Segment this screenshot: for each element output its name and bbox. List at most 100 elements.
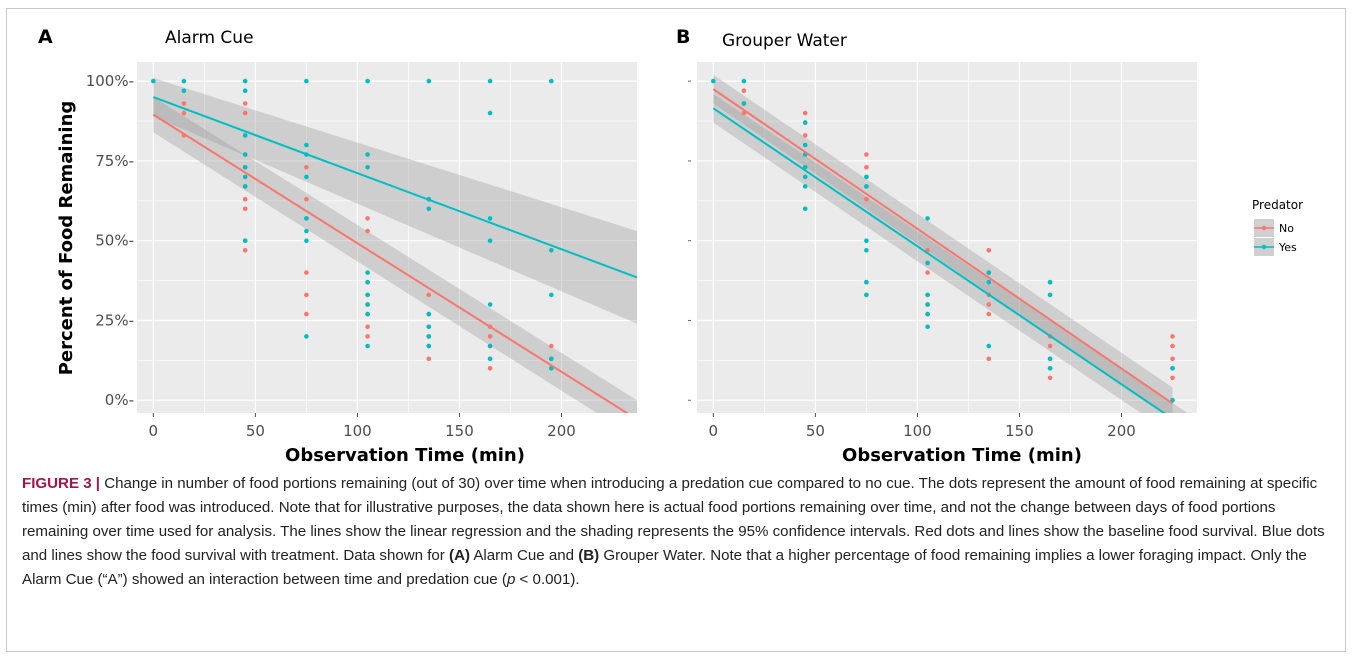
panel-b-point-no — [1170, 356, 1175, 362]
caption-text-3: Grouper Water. Note that a higher percen… — [22, 547, 1307, 588]
panel-a-point-yes — [242, 78, 248, 84]
panel-b-point-yes — [711, 78, 716, 84]
panel-a-point-no — [242, 196, 248, 202]
legend-dot-no — [1261, 225, 1267, 231]
figure-chart: A Alarm Cue 0%- 25%- 50%- 75%- 100%- 0 50 100 1… — [38, 26, 1303, 466]
panel-b-x-tick-label: 0 — [709, 422, 719, 440]
panel-a-point-yes — [242, 152, 248, 157]
panel-b-point-yes — [1047, 279, 1053, 285]
legend-label-no: No — [1279, 222, 1294, 235]
panel-a-regression-line-yes — [152, 96, 637, 279]
panel-a-point-yes — [242, 133, 248, 138]
panel-a-point-no — [365, 324, 370, 330]
panel-a-regression-lines — [152, 96, 637, 413]
panel-a-point-yes — [242, 184, 248, 189]
panel-a-point-no — [242, 206, 248, 212]
panel-a-gridlines — [137, 62, 637, 413]
panel-b-point-yes — [864, 184, 869, 189]
panel-a-point-no — [304, 311, 309, 317]
panel-a-point-no — [426, 292, 432, 298]
panel-b-point-yes — [1170, 397, 1175, 403]
y-axis-label: Percent of Food Remaining — [56, 101, 77, 376]
caption-text-2: Alarm Cue and — [470, 547, 579, 564]
panel-b-point-yes — [864, 292, 869, 298]
panel-b-confidence-bands — [713, 74, 1188, 413]
panel-a-point-no — [304, 165, 309, 170]
panel-b-point-yes — [802, 184, 808, 189]
caption-panel-b-ref: (B) — [578, 547, 600, 564]
panel-a-x-tick-label: 50 — [246, 422, 265, 440]
panel-b-point-yes — [741, 78, 747, 84]
panel-a-point-no — [181, 110, 187, 116]
panel-a-point-yes — [426, 78, 432, 84]
panel-a-point-yes — [304, 238, 309, 243]
panel-b-point-yes — [925, 260, 930, 266]
panel-a-ci-band-yes — [153, 78, 637, 324]
caption-panel-a-ref: (A) — [449, 547, 470, 564]
panel-a-point-yes — [487, 216, 493, 221]
panel-b-point-yes — [925, 302, 930, 307]
panel-b-point-no — [864, 165, 869, 170]
panel-b-title: Grouper Water — [722, 31, 847, 51]
panel-b-point-yes — [864, 248, 869, 253]
panel-a-x-tick-label: 100 — [343, 422, 372, 440]
panel-b-regression-line-yes — [712, 107, 1166, 413]
panel-a-point-no — [365, 334, 370, 339]
panel-a-point-no — [304, 270, 309, 275]
panel-b-letter: B — [676, 26, 690, 48]
panel-a-point-yes — [365, 311, 370, 317]
panel-a-point-yes — [426, 334, 432, 339]
panel-a-point-yes — [365, 152, 370, 157]
panel-a-point-yes — [549, 248, 554, 253]
panel-a-point-yes — [151, 78, 156, 84]
panel-a-point-no — [304, 196, 309, 202]
panel-a-point-yes — [181, 78, 187, 84]
panel-a-point-yes — [304, 334, 309, 339]
panel-b-point-no — [802, 133, 808, 138]
panel-a-point-yes — [304, 142, 309, 148]
panel-a-point-yes — [365, 78, 370, 84]
panel-a-point-no — [487, 366, 493, 371]
panel-b-point-no — [1047, 375, 1053, 381]
panel-a-x-tick-label: 0 — [149, 422, 159, 440]
panel-a-point-yes — [242, 165, 248, 170]
panel-a-point-yes — [426, 311, 432, 317]
panel-a-point-yes — [304, 216, 309, 221]
panel-b-point-yes — [925, 216, 930, 221]
panel-b-point-no — [986, 302, 992, 307]
panel-a-point-yes — [181, 88, 187, 93]
panel-b-point-yes — [925, 324, 930, 330]
panel-b-point-no — [986, 248, 992, 253]
panel-a-point-no — [426, 356, 432, 362]
panel-a-point-yes — [365, 279, 370, 285]
panel-a-point-yes — [487, 343, 493, 349]
panel-a-point-yes — [549, 356, 554, 362]
caption-p-variable: p — [506, 571, 516, 588]
panel-b-point-yes — [802, 142, 808, 148]
panel-a-point-yes — [242, 88, 248, 93]
panel-a-y-tick-label: 100%- — [86, 72, 134, 90]
panel-a-x-tick-label: 150 — [445, 422, 474, 440]
panel-a-point-yes — [426, 343, 432, 349]
panel-a-point-no — [365, 216, 370, 221]
panel-b-point-no — [864, 152, 869, 157]
panel-a-point-no — [242, 248, 248, 253]
panel-b-point-yes — [986, 279, 992, 285]
panel-a-regression-line-no — [152, 113, 629, 413]
panel-b-point-yes — [802, 120, 808, 125]
panel-b-x-tick-label: 200 — [1107, 422, 1136, 440]
panel-a-point-yes — [549, 78, 554, 84]
panel-a-point-yes — [365, 270, 370, 275]
panel-b-x-tick-label: 100 — [903, 422, 932, 440]
panel-a-background — [137, 62, 637, 413]
panel-b-regression-line-no — [712, 88, 1174, 405]
panel-a-point-no — [242, 101, 248, 106]
panel-b-point-no — [1170, 334, 1175, 339]
panel-a-point-yes — [487, 238, 493, 243]
panel-b-point-no — [986, 356, 992, 362]
panel-b-point-no — [802, 110, 808, 116]
panel-b-point-yes — [986, 270, 992, 275]
panel-a-point-no — [181, 101, 187, 106]
panel-b-x-ticks: 0 50 100 150 200 — [709, 413, 1136, 440]
panel-b-point-yes — [864, 174, 869, 180]
